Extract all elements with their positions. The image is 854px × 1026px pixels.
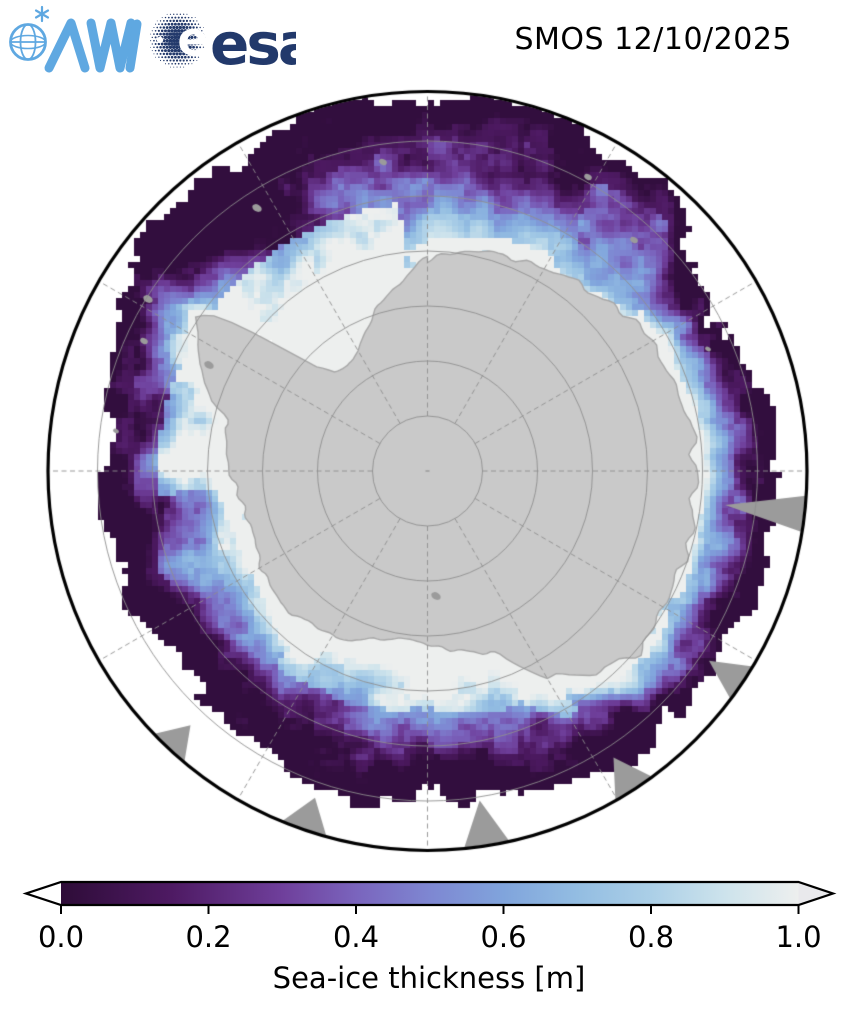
colorbar-ticks: 0.0 0.2 0.4 0.6 0.8 1.0 [38, 905, 822, 954]
colorbar: 0.0 0.2 0.4 0.6 0.8 1.0 Sea-ice thickness [m] [22, 880, 837, 995]
colorbar-tick-label: 0.4 [333, 920, 379, 954]
awi-logo [9, 5, 142, 73]
colorbar-over-arrow [798, 882, 833, 905]
colorbar-under-arrow [26, 882, 61, 905]
esa-globe-letter: e [177, 12, 208, 66]
colorbar-tick-label: 0.6 [480, 920, 526, 954]
awi-wordmark [44, 18, 142, 73]
awi-snowflake-icon [34, 5, 50, 23]
colorbar-tick-label: 0.0 [38, 920, 84, 954]
colorbar-gradient [61, 882, 799, 905]
esa-globe-highlight [156, 36, 164, 44]
colorbar-tick-label: 0.2 [185, 920, 231, 954]
figure-title: SMOS 12/10/2025 [514, 22, 792, 57]
esa-logo: e esa [150, 10, 296, 71]
awi-globe-icon [9, 23, 47, 61]
esa-wordmark: esa [210, 10, 296, 71]
colorbar-tick-label: 1.0 [775, 920, 821, 954]
colorbar-tick-label: 0.8 [628, 920, 674, 954]
colorbar-label: Sea-ice thickness [m] [273, 961, 586, 995]
antarctic-sea-ice-map [0, 0, 854, 860]
esa-globe-dots-icon [150, 13, 206, 68]
